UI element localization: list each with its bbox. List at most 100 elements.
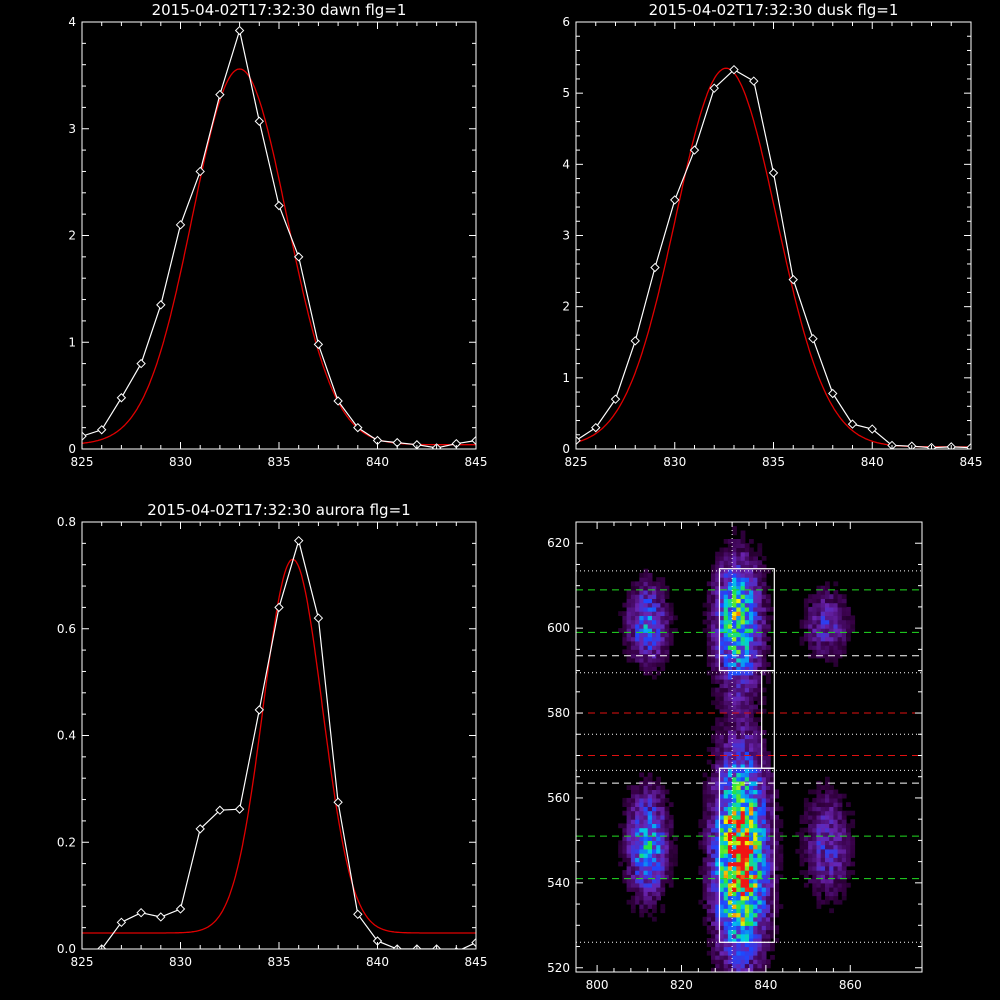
image-pixel bbox=[719, 929, 725, 935]
x-tick-label: 800 bbox=[586, 978, 609, 992]
image-pixel bbox=[652, 904, 657, 909]
image-pixel bbox=[723, 797, 729, 803]
image-pixel bbox=[702, 772, 708, 778]
image-pixel bbox=[740, 691, 746, 697]
image-pixel bbox=[711, 606, 716, 612]
image-pixel bbox=[808, 594, 813, 599]
image-pixel bbox=[816, 827, 822, 833]
image-pixel bbox=[660, 814, 666, 820]
image-pixel bbox=[740, 539, 746, 544]
image-pixel bbox=[761, 861, 767, 867]
image-pixel bbox=[744, 645, 750, 650]
image-pixel bbox=[774, 836, 780, 841]
image-pixel bbox=[736, 836, 742, 841]
image-pixel bbox=[820, 819, 826, 824]
image-pixel bbox=[740, 836, 746, 841]
image-pixel bbox=[727, 632, 733, 638]
image-pixel bbox=[761, 959, 767, 965]
image-pixel bbox=[749, 560, 754, 565]
image-pixel bbox=[749, 730, 754, 735]
image-pixel bbox=[668, 831, 674, 837]
image-pixel bbox=[702, 810, 708, 816]
image-pixel bbox=[656, 615, 661, 621]
image-pixel bbox=[761, 755, 767, 761]
image-pixel bbox=[719, 683, 725, 689]
image-pixel bbox=[664, 619, 670, 625]
image-pixel bbox=[749, 916, 754, 922]
image-pixel bbox=[652, 848, 657, 854]
image-pixel bbox=[749, 564, 754, 570]
image-pixel bbox=[816, 619, 822, 625]
image-pixel bbox=[711, 823, 716, 829]
image-pixel bbox=[753, 891, 758, 897]
image-pixel bbox=[829, 598, 834, 604]
image-pixel bbox=[808, 623, 813, 629]
image-pixel bbox=[749, 755, 754, 761]
image-pixel bbox=[740, 823, 746, 829]
image-pixel bbox=[744, 823, 750, 829]
image-pixel bbox=[757, 636, 763, 642]
image-pixel bbox=[765, 929, 771, 935]
image-pixel bbox=[757, 895, 763, 901]
image-pixel bbox=[723, 602, 729, 608]
image-pixel bbox=[668, 840, 674, 846]
image-pixel bbox=[770, 908, 775, 914]
image-pixel bbox=[647, 581, 653, 587]
image-pixel bbox=[635, 895, 640, 901]
extraction-box bbox=[718, 767, 775, 943]
image-pixel bbox=[774, 844, 780, 850]
image-pixel bbox=[635, 585, 640, 591]
x-tick-label: 820 bbox=[670, 978, 693, 992]
image-pixel bbox=[727, 942, 733, 948]
image-pixel bbox=[635, 806, 640, 812]
image-pixel bbox=[673, 848, 678, 854]
image-pixel bbox=[664, 585, 670, 591]
image-pixel bbox=[803, 819, 809, 824]
image-pixel bbox=[749, 725, 754, 731]
image-pixel bbox=[820, 636, 826, 642]
image-pixel bbox=[816, 598, 822, 604]
image-pixel bbox=[744, 632, 750, 638]
image-pixel bbox=[749, 742, 754, 748]
image-pixel bbox=[825, 649, 830, 655]
image-pixel bbox=[727, 929, 733, 935]
image-pixel bbox=[656, 581, 661, 587]
image-pixel bbox=[736, 764, 742, 769]
image-pixel bbox=[715, 751, 720, 756]
plot-frame bbox=[575, 21, 972, 450]
image-pixel bbox=[639, 594, 645, 599]
image-pixel bbox=[660, 908, 666, 914]
image-pixel bbox=[639, 874, 645, 880]
image-pixel bbox=[639, 657, 645, 663]
image-pixel bbox=[719, 823, 725, 829]
image-pixel bbox=[761, 878, 767, 884]
image-pixel bbox=[753, 679, 758, 684]
image-pixel bbox=[635, 865, 640, 871]
image-pixel bbox=[829, 840, 834, 846]
image-pixel bbox=[732, 955, 737, 960]
image-pixel bbox=[761, 645, 767, 650]
data-point bbox=[591, 422, 601, 433]
image-pixel bbox=[749, 865, 754, 871]
image-pixel bbox=[774, 925, 780, 931]
image-pixel bbox=[626, 615, 632, 621]
image-pixel bbox=[727, 547, 733, 553]
image-pixel bbox=[803, 802, 809, 807]
image-pixel bbox=[719, 742, 725, 748]
image-pixel bbox=[719, 662, 725, 667]
image-pixel bbox=[765, 785, 771, 790]
image-pixel bbox=[660, 874, 666, 880]
image-pixel bbox=[732, 594, 737, 599]
image-pixel bbox=[727, 623, 733, 629]
image-pixel bbox=[829, 827, 834, 833]
image-pixel bbox=[626, 802, 632, 807]
image-pixel bbox=[618, 861, 623, 867]
image-pixel bbox=[706, 628, 712, 633]
image-pixel bbox=[825, 797, 830, 803]
data-point bbox=[195, 166, 205, 177]
image-pixel bbox=[753, 870, 758, 875]
image-pixel bbox=[719, 734, 725, 740]
image-pixel bbox=[753, 606, 758, 612]
image-pixel bbox=[770, 887, 775, 892]
image-pixel bbox=[652, 598, 657, 604]
